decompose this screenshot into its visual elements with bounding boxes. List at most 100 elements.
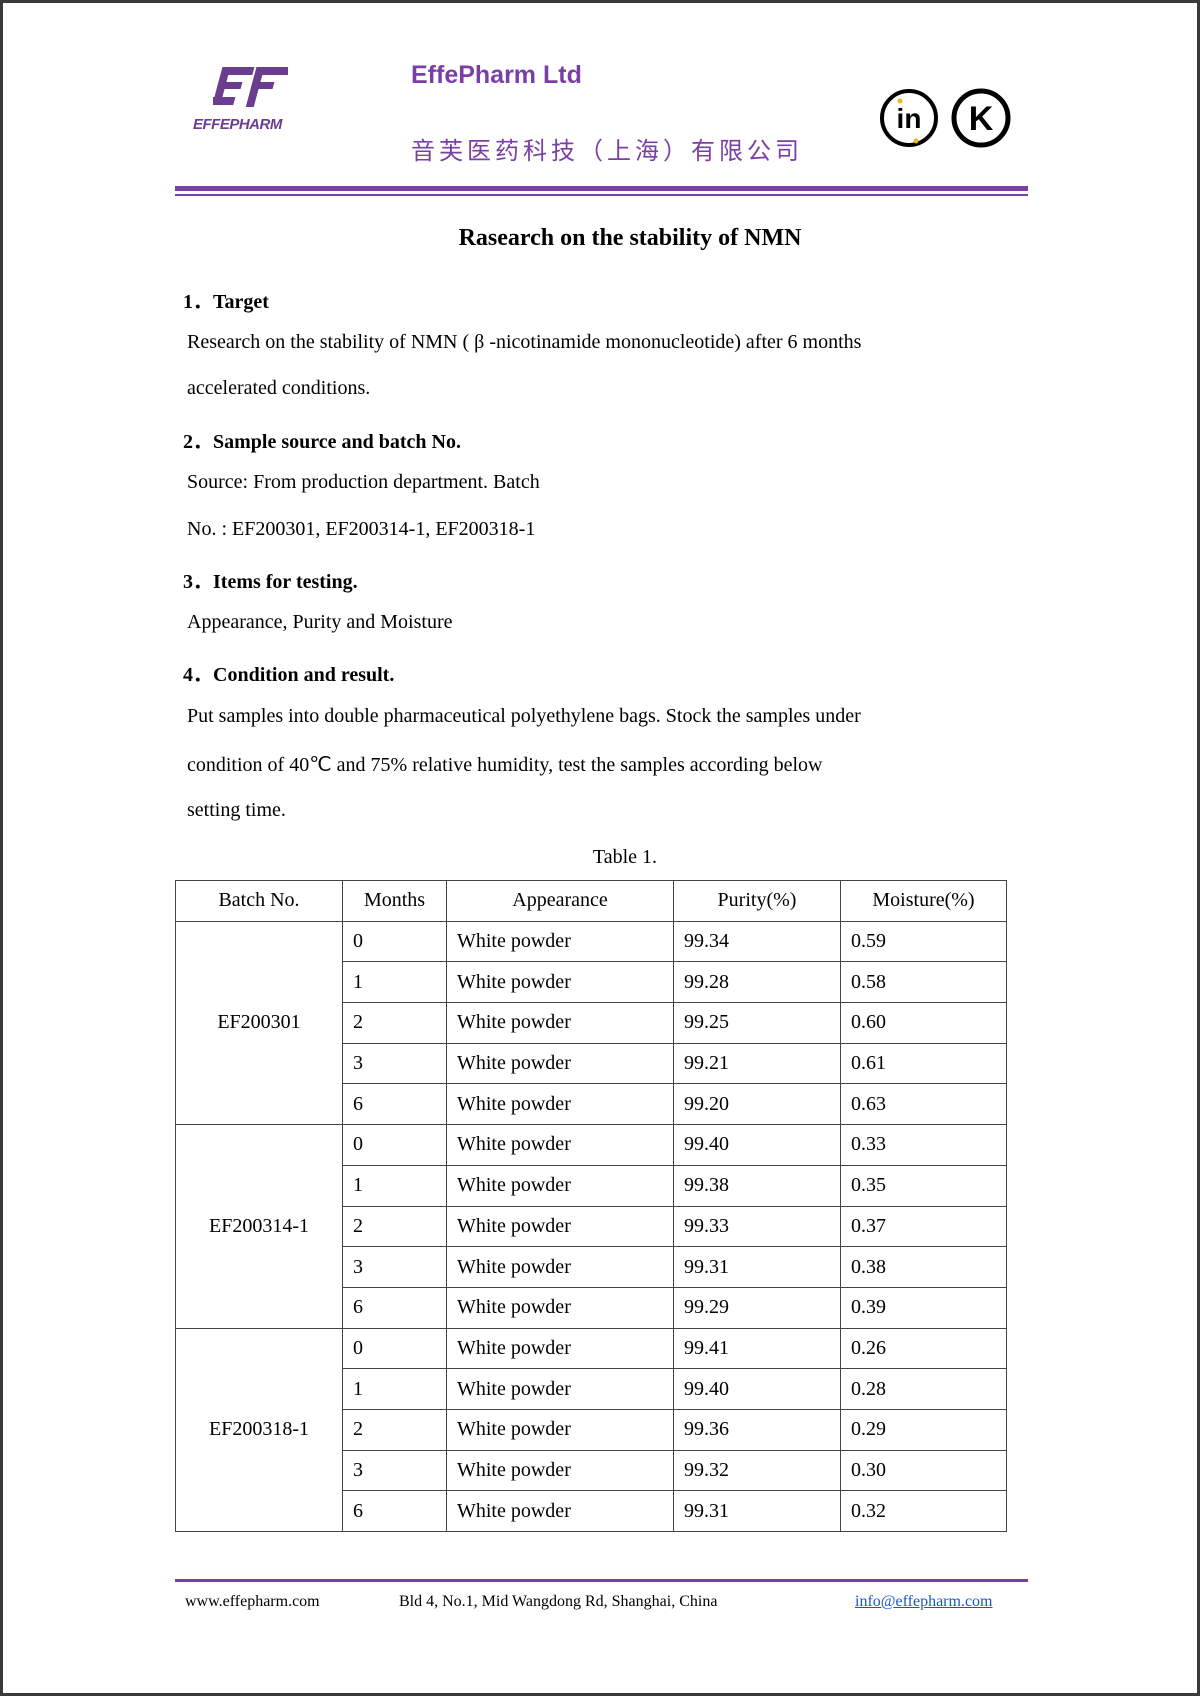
purity-cell: 99.20: [673, 1083, 841, 1126]
footer-website[interactable]: www.effepharm.com: [185, 1593, 320, 1610]
purity-cell: 99.29: [673, 1286, 841, 1329]
moisture-cell: 0.30: [840, 1449, 1007, 1492]
footer-divider: [175, 1579, 1028, 1582]
table-row: 2 White powder 99.36 0.29: [176, 1408, 1007, 1451]
batch-cell: EF200314-1: [175, 1124, 343, 1329]
purity-cell: 99.28: [673, 961, 841, 1004]
table-row: 2 White powder 99.25 0.60: [176, 1002, 1007, 1044]
months-cell: 6: [342, 1490, 447, 1532]
footer-email-link[interactable]: info@effepharm.com: [855, 1593, 993, 1610]
document-page: EFFEPHARM EffePharm Ltd 音芙医药科技（上海）有限公司 i…: [3, 3, 1197, 1693]
section-heading: 3．Items for testing.: [183, 571, 358, 593]
company-name: EffePharm Ltd: [411, 61, 582, 89]
appearance-cell: White powder: [446, 1408, 674, 1451]
appearance-cell: White powder: [446, 1449, 674, 1492]
purity-cell: 99.34: [673, 920, 841, 963]
table-header-row: Batch No. Months Appearance Purity(%) Mo…: [175, 880, 1007, 922]
stability-table: Batch No. Months Appearance Purity(%) Mo…: [175, 880, 1007, 1533]
moisture-cell: 0.32: [840, 1490, 1007, 1532]
appearance-cell: White powder: [446, 961, 674, 1004]
moisture-cell: 0.59: [840, 920, 1007, 963]
company-name-cn: 音芙医药科技（上海）有限公司: [411, 137, 803, 165]
column-header: Batch No.: [175, 880, 343, 922]
column-header: Purity(%): [673, 880, 841, 922]
batch-cell: EF200318-1: [175, 1327, 343, 1533]
moisture-cell: 0.26: [840, 1327, 1007, 1370]
months-cell: 0: [342, 1327, 447, 1370]
purity-cell: 99.38: [673, 1164, 841, 1207]
moisture-cell: 0.38: [840, 1246, 1007, 1288]
appearance-cell: White powder: [446, 1490, 674, 1532]
purity-cell: 99.41: [673, 1327, 841, 1370]
purity-cell: 99.36: [673, 1408, 841, 1451]
purity-cell: 99.25: [673, 1002, 841, 1044]
table-row: 6 White powder 99.29 0.39: [176, 1286, 1007, 1329]
appearance-cell: White powder: [446, 1164, 674, 1207]
moisture-cell: 0.28: [840, 1368, 1007, 1410]
appearance-cell: White powder: [446, 1042, 674, 1085]
table-caption: Table 1.: [592, 846, 658, 868]
section-heading: 2．Sample source and batch No.: [183, 431, 461, 453]
moisture-cell: 0.60: [840, 1002, 1007, 1044]
certification-logos: in K: [880, 88, 1011, 148]
appearance-cell: White powder: [446, 920, 674, 963]
moisture-cell: 0.37: [840, 1205, 1007, 1248]
months-cell: 0: [342, 1124, 447, 1166]
moisture-cell: 0.58: [840, 961, 1007, 1004]
appearance-cell: White powder: [446, 1083, 674, 1126]
paragraph-line: No. : EF200301, EF200314-1, EF200318-1: [187, 518, 536, 540]
table-row: 1 White powder 99.40 0.28: [176, 1368, 1007, 1410]
effepharm-logo-icon: [213, 67, 288, 107]
months-cell: 3: [342, 1449, 447, 1492]
months-cell: 2: [342, 1002, 447, 1044]
appearance-cell: White powder: [446, 1246, 674, 1288]
logo-text: EFFEPHARM: [193, 116, 282, 133]
table-row: 3 White powder 99.21 0.61: [176, 1042, 1007, 1085]
kosher-k-icon: K: [951, 88, 1011, 148]
column-header: Moisture(%): [840, 880, 1007, 922]
appearance-cell: White powder: [446, 1124, 674, 1166]
purity-cell: 99.32: [673, 1449, 841, 1492]
months-cell: 0: [342, 920, 447, 963]
appearance-cell: White powder: [446, 1205, 674, 1248]
paragraph-line: Research on the stability of NMN ( β -ni…: [187, 331, 862, 353]
table-row: 1 White powder 99.38 0.35: [176, 1164, 1007, 1207]
table-row: EF200318-1 0 White powder 99.41 0.26: [175, 1327, 1007, 1533]
paragraph-line: Appearance, Purity and Moisture: [187, 611, 453, 633]
months-cell: 6: [342, 1083, 447, 1126]
table-row: EF200314-1 0 White powder 99.40 0.33: [175, 1124, 1007, 1329]
column-header: Months: [342, 880, 447, 922]
moisture-cell: 0.63: [840, 1083, 1007, 1126]
paragraph-line: accelerated conditions.: [187, 377, 371, 399]
in-certification-icon: in: [880, 89, 938, 147]
footer-address: Bld 4, No.1, Mid Wangdong Rd, Shanghai, …: [399, 1593, 718, 1610]
moisture-cell: 0.35: [840, 1164, 1007, 1207]
purity-cell: 99.31: [673, 1246, 841, 1288]
section-heading: 4．Condition and result.: [183, 664, 395, 686]
months-cell: 3: [342, 1042, 447, 1085]
paragraph-line: Put samples into double pharmaceutical p…: [187, 705, 861, 727]
moisture-cell: 0.39: [840, 1286, 1007, 1329]
months-cell: 2: [342, 1408, 447, 1451]
purity-cell: 99.40: [673, 1124, 841, 1166]
appearance-cell: White powder: [446, 1002, 674, 1044]
header-divider: [175, 186, 1028, 191]
appearance-cell: White powder: [446, 1327, 674, 1370]
purity-cell: 99.31: [673, 1490, 841, 1532]
appearance-cell: White powder: [446, 1286, 674, 1329]
purity-cell: 99.21: [673, 1042, 841, 1085]
purity-cell: 99.33: [673, 1205, 841, 1248]
months-cell: 2: [342, 1205, 447, 1248]
months-cell: 1: [342, 961, 447, 1004]
batch-cell: EF200301: [175, 920, 343, 1126]
moisture-cell: 0.33: [840, 1124, 1007, 1166]
moisture-cell: 0.29: [840, 1408, 1007, 1451]
purity-cell: 99.40: [673, 1368, 841, 1410]
months-cell: 6: [342, 1286, 447, 1329]
months-cell: 1: [342, 1164, 447, 1207]
table-row: 6 White powder 99.20 0.63: [176, 1083, 1007, 1126]
table-row: EF200301 0 White powder 99.34 0.59: [175, 920, 1007, 1126]
svg-text:in: in: [897, 103, 922, 134]
table-row: 3 White powder 99.31 0.38: [176, 1246, 1007, 1288]
paragraph-line: setting time.: [187, 799, 286, 821]
